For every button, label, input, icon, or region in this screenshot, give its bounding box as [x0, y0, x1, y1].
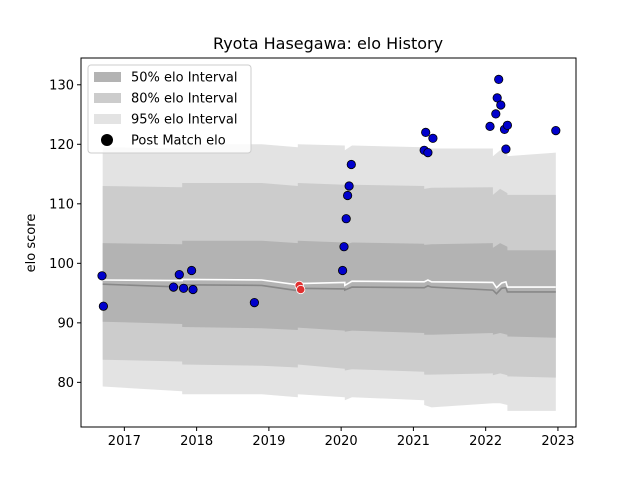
- post-match-point-7: [249, 297, 259, 308]
- post-match-point-1: [98, 301, 109, 311]
- axis-ticks: 2017 2018 2019 2020 2021 2022 2023 80 90 100 110 12…: [49, 78, 574, 449]
- x-tick-label-2020: 2020: [325, 434, 358, 449]
- post-match-point-10: [337, 265, 348, 276]
- post-match-point-23: [494, 74, 504, 85]
- plot-area: [80, 57, 577, 428]
- plot-frame: [80, 57, 577, 428]
- post-match-point-6: [188, 284, 198, 295]
- post-match-point-11: [339, 242, 349, 252]
- post-match-point-22: [492, 93, 502, 103]
- y-tick-label-90: 90: [57, 316, 74, 331]
- y-tick-label-100: 100: [49, 257, 74, 272]
- post-match-point-28: [551, 126, 561, 136]
- y-tick-label-80: 80: [57, 376, 74, 391]
- legend-label-1: 80% elo Interval: [131, 92, 238, 107]
- post-match-point-24: [496, 100, 506, 110]
- post-match-point-12: [341, 214, 351, 224]
- x-tick-label-2021: 2021: [397, 434, 430, 449]
- post-match-point-19: [428, 133, 438, 143]
- legend-swatch-1: [94, 93, 121, 103]
- post-match-point-26: [501, 144, 511, 154]
- x-tick-label-2023: 2023: [541, 434, 574, 449]
- post-match-point-2: [168, 282, 179, 292]
- legend-swatch-2: [94, 114, 121, 124]
- legend-label-3: Post Match elo: [131, 134, 226, 149]
- y-tick-label-120: 120: [49, 138, 74, 153]
- post-match-point-3: [174, 269, 184, 280]
- legend-swatch-0: [94, 72, 121, 82]
- post-match-point-17: [421, 127, 431, 137]
- y-tick-label-130: 130: [49, 78, 74, 93]
- post-match-point-9: [296, 284, 306, 295]
- y-axis-label: elo score: [24, 214, 39, 273]
- post-match-point-20: [485, 121, 495, 132]
- post-match-point-13: [342, 190, 353, 201]
- legend-label-0: 50% elo Interval: [131, 71, 238, 86]
- post-match-point-27: [502, 120, 512, 130]
- x-tick-label-2018: 2018: [180, 434, 213, 449]
- post-match-point-14: [344, 181, 354, 191]
- post-match-point-0: [97, 271, 107, 281]
- chart-title: Ryota Hasegawa: elo History: [213, 34, 443, 53]
- post-match-point-4: [179, 283, 189, 293]
- post-match-point-18: [423, 148, 433, 158]
- legend-box: [87, 64, 252, 154]
- x-tick-label-2022: 2022: [469, 434, 502, 449]
- legend: 50% elo Interval 80% elo Interval 95% elo …: [87, 64, 252, 154]
- post-match-point-5: [187, 265, 197, 276]
- post-match-point-15: [346, 159, 356, 170]
- y-tick-label-110: 110: [49, 197, 74, 212]
- mean-elo-line: [102, 278, 556, 289]
- x-tick-label-2019: 2019: [252, 434, 285, 449]
- legend-marker-3: [101, 134, 113, 146]
- post-match-point-21: [491, 109, 501, 119]
- x-tick-label-2017: 2017: [108, 434, 141, 449]
- legend-label-2: 95% elo Interval: [131, 113, 238, 128]
- median-elo-line: [102, 283, 556, 295]
